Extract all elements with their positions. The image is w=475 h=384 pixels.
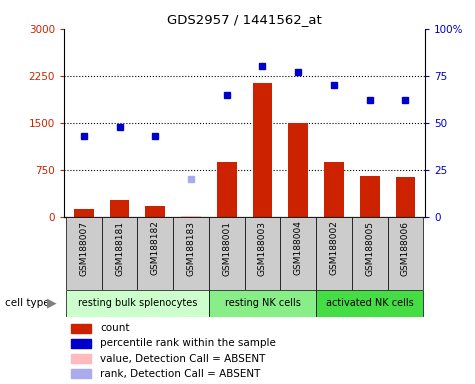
Text: cell type: cell type bbox=[5, 298, 49, 308]
Bar bbox=[280, 217, 316, 290]
Bar bbox=[324, 162, 344, 217]
Text: GSM188182: GSM188182 bbox=[151, 220, 160, 275]
Bar bbox=[66, 217, 102, 290]
Bar bbox=[110, 200, 129, 217]
Bar bbox=[217, 162, 237, 217]
Bar bbox=[352, 217, 388, 290]
Text: resting bulk splenocytes: resting bulk splenocytes bbox=[78, 298, 197, 308]
Bar bbox=[71, 324, 91, 333]
Text: activated NK cells: activated NK cells bbox=[326, 298, 414, 308]
Text: GSM188183: GSM188183 bbox=[187, 220, 196, 276]
Bar bbox=[245, 217, 280, 290]
Bar bbox=[102, 217, 137, 290]
Text: GSM188006: GSM188006 bbox=[401, 220, 410, 276]
Bar bbox=[71, 339, 91, 348]
Text: count: count bbox=[100, 323, 130, 333]
Bar bbox=[209, 217, 245, 290]
Bar bbox=[145, 206, 165, 217]
Bar bbox=[173, 217, 209, 290]
Text: GSM188002: GSM188002 bbox=[330, 220, 339, 275]
Bar bbox=[253, 83, 272, 217]
Text: percentile rank within the sample: percentile rank within the sample bbox=[100, 338, 276, 348]
Text: GSM188003: GSM188003 bbox=[258, 220, 267, 276]
Bar bbox=[71, 354, 91, 363]
Bar bbox=[66, 290, 209, 317]
Text: GSM188005: GSM188005 bbox=[365, 220, 374, 276]
Bar bbox=[360, 175, 380, 217]
Bar bbox=[181, 216, 201, 217]
Bar bbox=[316, 290, 423, 317]
Bar bbox=[137, 217, 173, 290]
Text: GSM188004: GSM188004 bbox=[294, 220, 303, 275]
Bar bbox=[396, 177, 415, 217]
Text: resting NK cells: resting NK cells bbox=[225, 298, 300, 308]
Bar bbox=[74, 209, 94, 217]
Text: GSM188001: GSM188001 bbox=[222, 220, 231, 276]
Bar bbox=[71, 369, 91, 378]
Bar bbox=[316, 217, 352, 290]
Bar bbox=[288, 123, 308, 217]
Text: ▶: ▶ bbox=[47, 296, 56, 309]
Text: GSM188007: GSM188007 bbox=[79, 220, 88, 276]
Text: rank, Detection Call = ABSENT: rank, Detection Call = ABSENT bbox=[100, 369, 261, 379]
Bar bbox=[388, 217, 423, 290]
Title: GDS2957 / 1441562_at: GDS2957 / 1441562_at bbox=[167, 13, 322, 26]
Text: GSM188181: GSM188181 bbox=[115, 220, 124, 276]
Text: value, Detection Call = ABSENT: value, Detection Call = ABSENT bbox=[100, 354, 266, 364]
Bar bbox=[209, 290, 316, 317]
